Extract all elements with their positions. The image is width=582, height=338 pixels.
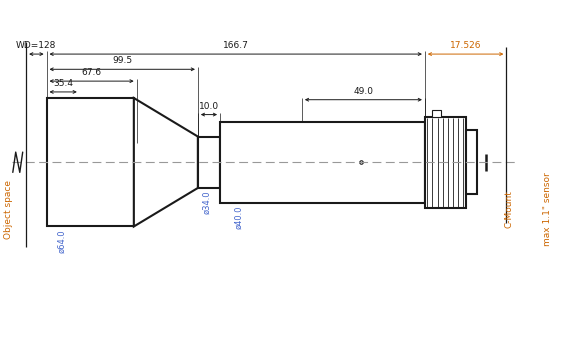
Text: max 1.1" sensor: max 1.1" sensor — [542, 173, 552, 246]
Text: 99.5: 99.5 — [112, 56, 132, 65]
Text: 166.7: 166.7 — [223, 41, 249, 50]
Text: 49.0: 49.0 — [353, 87, 374, 96]
Text: 67.6: 67.6 — [81, 68, 102, 77]
Text: 17.526: 17.526 — [450, 41, 481, 50]
Bar — [198, 137, 220, 188]
Polygon shape — [134, 98, 198, 226]
Bar — [432, 110, 441, 117]
Bar — [425, 117, 466, 208]
Text: WD=128: WD=128 — [16, 41, 56, 50]
Text: ø34.0: ø34.0 — [203, 191, 211, 214]
Bar — [47, 98, 134, 226]
Text: 35.4: 35.4 — [53, 79, 73, 88]
Bar — [220, 122, 425, 203]
Text: Object space: Object space — [3, 180, 13, 239]
Text: ø40.0: ø40.0 — [235, 206, 243, 229]
Bar — [466, 130, 477, 194]
Text: 10.0: 10.0 — [199, 101, 219, 111]
Text: ø64.0: ø64.0 — [57, 229, 66, 253]
Text: C-Mount: C-Mount — [505, 191, 514, 228]
